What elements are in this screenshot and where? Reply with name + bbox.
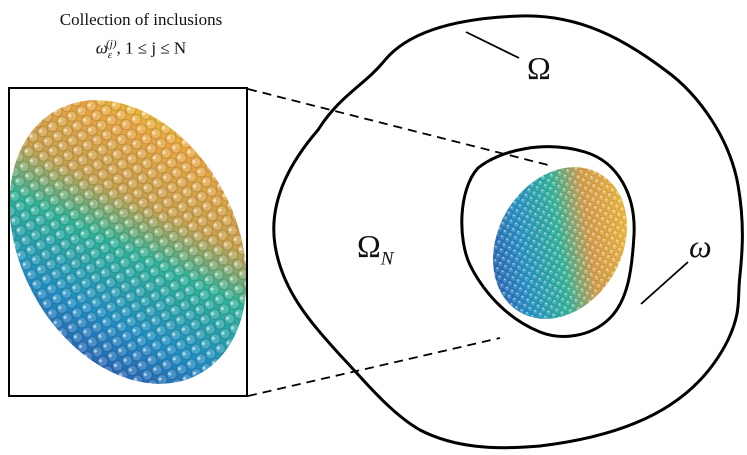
label-subdomain-omega-n: ΩN <box>357 228 393 270</box>
domain-omega-boundary <box>272 14 744 450</box>
zoom-line-top <box>247 88 549 166</box>
inset-caption-formula: ωε(j), 1 ≤ j ≤ N <box>16 38 266 61</box>
caption-symbol: ω <box>95 38 108 58</box>
caption-subscript: ε <box>107 49 113 62</box>
label-domain-omega: Ω <box>527 50 551 86</box>
zoom-line-bottom <box>247 337 501 397</box>
inclusion-cloud-large <box>9 100 247 384</box>
label-region-omega: ω <box>689 228 712 264</box>
inset-caption-title: Collection of inclusions <box>59 10 223 29</box>
region-omega-boundary <box>460 145 636 338</box>
domain-omega-leader <box>465 31 520 59</box>
inclusion-cloud-small <box>493 167 627 319</box>
caption-range: , 1 ≤ j ≤ N <box>116 38 187 58</box>
caption-superscript: (j) <box>106 38 117 50</box>
label-subdomain-sub: N <box>380 248 394 270</box>
region-omega-leader <box>640 261 689 305</box>
label-subdomain-base: Ω <box>357 228 381 264</box>
